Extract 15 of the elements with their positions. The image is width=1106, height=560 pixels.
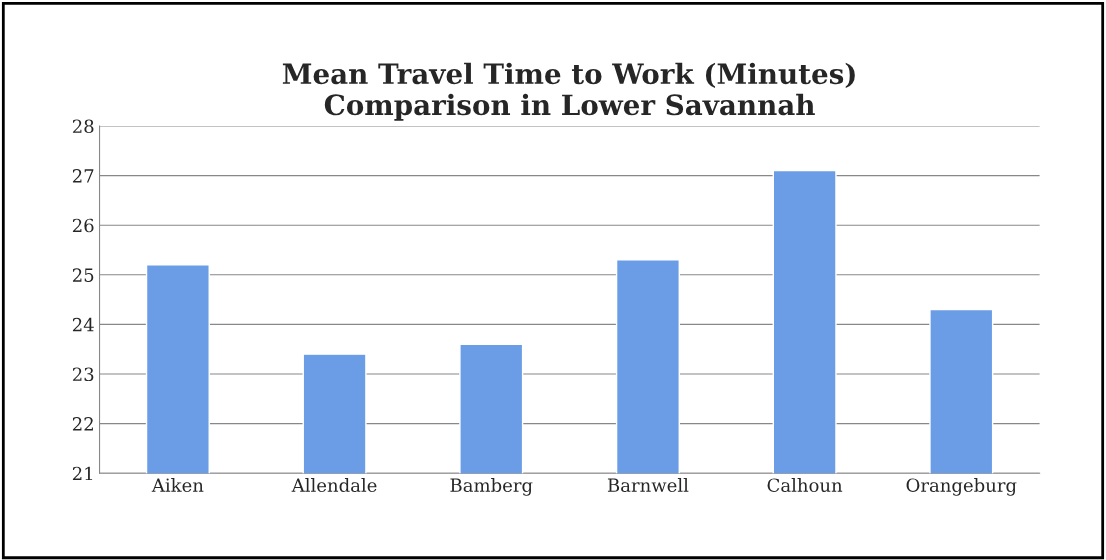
y-tick-label: 23 xyxy=(72,367,94,382)
y-tick-label: 22 xyxy=(72,417,93,431)
x-tick-label: Barnwell xyxy=(607,478,689,493)
x-tick-label: Orangeburg xyxy=(906,478,1017,496)
y-tick-label: 21 xyxy=(72,466,93,481)
x-tick-label: Calhoun xyxy=(767,478,843,493)
y-tick-label: 25 xyxy=(72,268,94,282)
chart-title: Mean Travel Time to Work (Minutes) Comparison in Lower Savannah xyxy=(282,62,855,121)
y-tick-label: 27 xyxy=(72,169,94,183)
x-tick-label: Aiken xyxy=(151,478,204,493)
x-tick-label: Bamberg xyxy=(450,478,533,496)
y-tick-label: 26 xyxy=(72,218,94,233)
x-tick-label: Allendale xyxy=(291,478,377,493)
y-tick-label: 28 xyxy=(72,119,94,134)
y-tick-label: 24 xyxy=(72,317,94,332)
